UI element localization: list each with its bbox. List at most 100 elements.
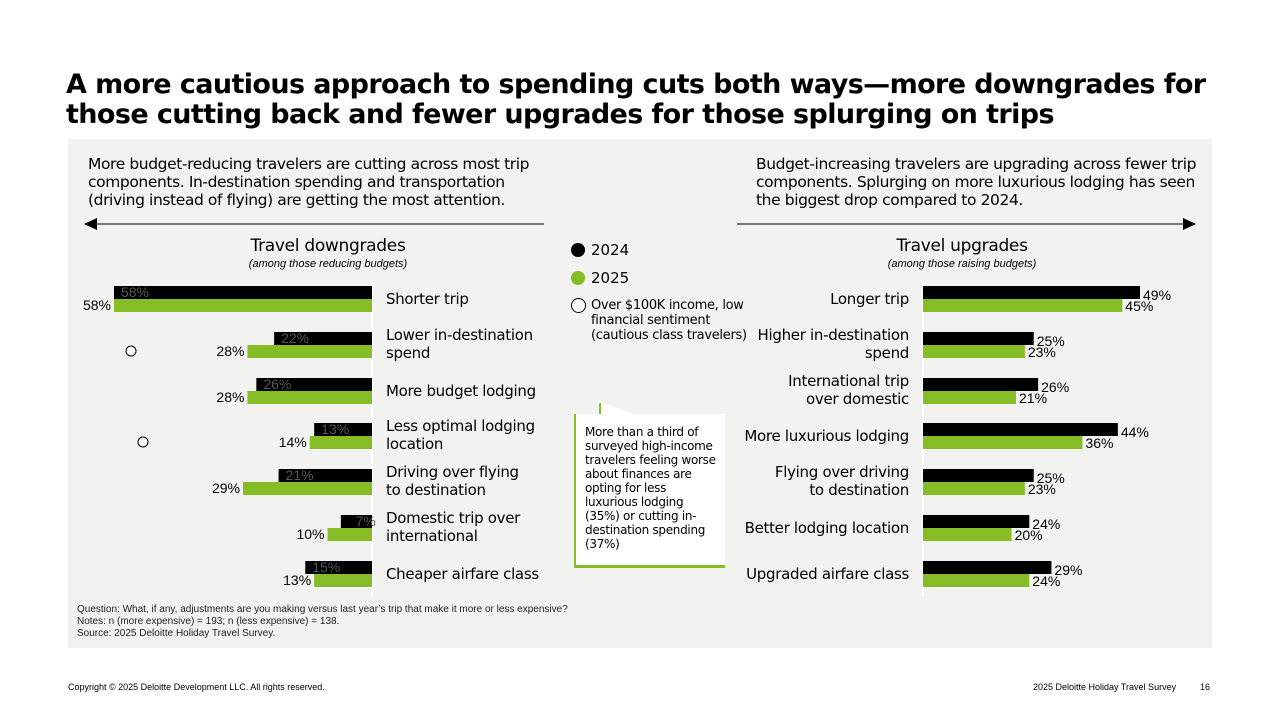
upgrade-category-label: to destination [809, 481, 909, 499]
downgrades-chart-subtitle: (among those reducing budgets) [248, 258, 408, 270]
upgrade-bar-2024 [923, 378, 1039, 391]
ring-marker-icon [571, 298, 586, 313]
ring-marker-icon [125, 345, 137, 357]
downgrade-label-2025: 14% [279, 434, 307, 450]
downgrade-bar-2024 [305, 561, 372, 574]
upgrade-label-2024: 26% [1041, 379, 1069, 395]
downgrade-label-2024: 26% [263, 376, 291, 392]
upgrades-chart-title: Travel upgrades [896, 236, 1028, 256]
downgrade-label-2025: 10% [296, 526, 324, 542]
downgrade-label-2025: 13% [283, 572, 311, 588]
upgrade-label-2024: 29% [1054, 562, 1082, 578]
upgrade-label-2025: 20% [1015, 527, 1043, 543]
left-arrow-head-icon [84, 218, 97, 230]
legend-ring-marker [571, 298, 592, 313]
question-note: Question: What, if any, adjustments are … [77, 604, 568, 615]
upgrade-label-2025: 45% [1125, 298, 1153, 314]
downgrade-label-2024: 22% [281, 330, 309, 346]
upgrade-label-2025: 36% [1085, 435, 1113, 451]
upgrade-category-label: Better lodging location [745, 519, 909, 537]
upgrade-bar-2025 [923, 528, 1012, 541]
downgrade-category-label: Domestic trip over [386, 509, 521, 527]
downgrade-bar-2025 [309, 436, 372, 449]
page-title: A more cautious approach to spending cut… [66, 69, 1206, 130]
upgrade-label-2025: 21% [1019, 390, 1047, 406]
downgrade-category-label: location [386, 435, 443, 453]
upgrade-label-2025: 23% [1028, 344, 1056, 360]
callout-pointer [598, 401, 636, 415]
downgrade-bar-2025 [243, 482, 372, 495]
right-intro-text: Budget-increasing travelers are upgradin… [756, 155, 1197, 209]
downgrade-bar-2024 [274, 332, 372, 345]
legend-2025-label: 2025 [591, 269, 630, 287]
upgrade-label-2024: 25% [1037, 470, 1065, 486]
upgrade-bar-2025 [923, 482, 1025, 495]
downgrade-label-2025: 28% [216, 389, 244, 405]
downgrade-bar-2024 [314, 423, 372, 436]
upgrade-bar-2024 [923, 469, 1034, 482]
upgrade-label-2024: 49% [1143, 287, 1171, 303]
legend-2024-label: 2024 [591, 241, 630, 259]
copyright-text: Copyright © 2025 Deloitte Development LL… [68, 682, 325, 692]
legend-2025: 2025 [571, 269, 629, 287]
downgrade-bar-2025 [327, 528, 372, 541]
downgrade-label-2025: 28% [216, 343, 244, 359]
upgrade-bar-2025 [923, 299, 1123, 312]
legend-ring-label: Over $100K income, low financial sentime… [591, 298, 747, 343]
ring-marker-icon [137, 436, 149, 448]
downgrade-bar-2024 [278, 469, 372, 482]
downgrades-chart-title: Travel downgrades [250, 236, 406, 256]
downgrade-category-label: More budget lodging [386, 382, 536, 400]
downgrade-bar-2025 [247, 391, 372, 404]
downgrade-category-label: spend [386, 344, 430, 362]
legend-2025-swatch [571, 271, 585, 285]
upgrade-label-2024: 44% [1121, 424, 1149, 440]
downgrade-label-2024: 21% [286, 467, 314, 483]
downgrades-chart: 58% 58% Shorter trip 22% 28% Lower in-destina… [83, 282, 540, 596]
legend-2024: 2024 [571, 241, 629, 259]
upgrade-label-2025: 23% [1028, 481, 1056, 497]
downgrade-bar-2025 [114, 299, 372, 312]
upgrade-bar-2024 [923, 423, 1118, 436]
upgrade-category-label: Longer trip [830, 290, 909, 308]
upgrade-bar-2024 [923, 286, 1140, 299]
callout-box [574, 414, 725, 568]
upgrade-category-label: More luxurious lodging [744, 427, 909, 445]
downgrade-label-2024: 58% [121, 284, 149, 300]
upgrade-label-2024: 25% [1037, 333, 1065, 349]
downgrade-label-2025: 58% [83, 297, 111, 313]
downgrade-category-label: Lower in-destination [386, 326, 533, 344]
callout-pointer-line [599, 403, 601, 414]
upgrade-bar-2024 [923, 332, 1034, 345]
sample-size-note: Notes: n (more expensive) = 193; n (less… [77, 616, 340, 627]
left-intro-text: More budget-reducing travelers are cutti… [88, 155, 530, 209]
downgrade-bar-2025 [247, 345, 372, 358]
upgrade-category-label: Upgraded airfare class [746, 565, 909, 583]
upgrade-label-2024: 24% [1032, 516, 1060, 532]
right-arrow-head-icon [1183, 218, 1196, 230]
callout-text: More than a third of surveyed high-incom… [585, 425, 716, 551]
downgrade-category-label: Cheaper airfare class [386, 565, 539, 583]
upgrade-category-label: over domestic [806, 390, 909, 408]
upgrade-category-label: International trip [788, 372, 909, 390]
upgrade-label-2025: 24% [1032, 573, 1060, 589]
upgrade-bar-2025 [923, 345, 1025, 358]
downgrade-bar-2024 [114, 286, 372, 299]
upgrade-bar-2025 [923, 574, 1030, 587]
upgrade-category-label: Higher in-destination [758, 326, 909, 344]
downgrade-bar-2024 [340, 515, 372, 528]
notes-block: Question: What, if any, adjustments are … [77, 604, 568, 640]
upgrade-category-label: spend [865, 344, 909, 362]
downgrade-bar-2025 [314, 574, 372, 587]
upgrade-category-label: Flying over driving [775, 463, 909, 481]
downgrade-category-label: international [386, 527, 478, 545]
downgrade-category-label: Driving over flying [386, 463, 519, 481]
source-note: Source: 2025 Deloitte Holiday Travel Sur… [77, 628, 276, 639]
downgrade-category-label: to destination [386, 481, 486, 499]
downgrade-category-label: Less optimal lodging [386, 417, 535, 435]
upgrade-bar-2024 [923, 561, 1052, 574]
downgrade-label-2024: 7% [356, 513, 376, 529]
upgrades-chart-subtitle: (among those raising budgets) [887, 258, 1037, 270]
downgrade-label-2024: 13% [321, 421, 349, 437]
